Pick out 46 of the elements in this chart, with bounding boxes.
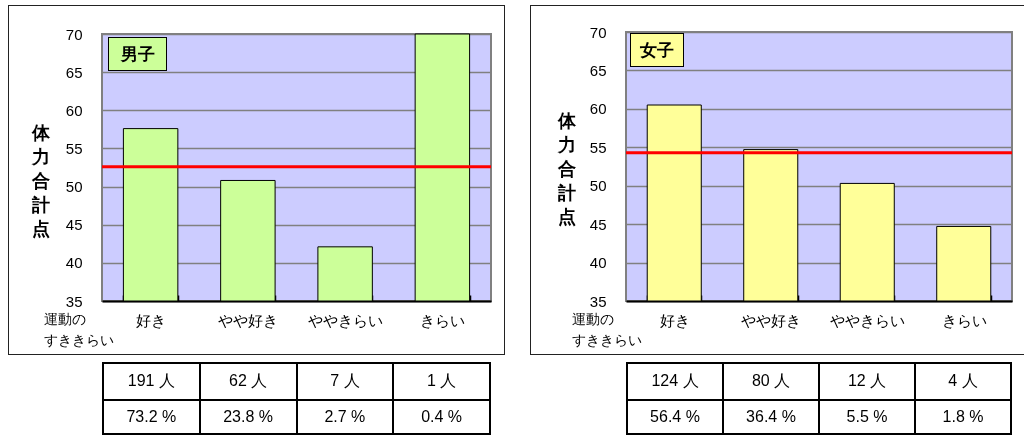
y-axis-title: 体力合計点 xyxy=(31,121,51,241)
y-tick-label: 45 xyxy=(589,215,607,233)
x-tick-label: きらい xyxy=(420,311,466,329)
x-tick-label: きらい xyxy=(941,311,987,329)
text: 23.8 % xyxy=(200,401,296,433)
text: 0.4 % xyxy=(394,401,489,433)
x-tick-label: ややきらい xyxy=(830,311,906,329)
x-tick-label: 好き xyxy=(136,311,167,329)
y-tick-label: 45 xyxy=(65,216,83,234)
y-tick-label: 55 xyxy=(589,138,607,156)
y-tick-label: 50 xyxy=(65,178,83,196)
text: 女子 xyxy=(630,33,684,67)
y-tick-label: 60 xyxy=(65,101,83,119)
text: 80 人 xyxy=(724,364,818,399)
text: 12 人 xyxy=(820,364,914,399)
text: 62 人 xyxy=(200,364,296,399)
text: 124 人 xyxy=(628,364,722,399)
text: 4 人 xyxy=(916,364,1010,399)
text: 男子 xyxy=(108,37,167,71)
y-tick-label: 70 xyxy=(589,23,607,41)
text: 2.7 % xyxy=(297,401,393,433)
text: 56.4 % xyxy=(628,401,722,433)
text: 73.2 % xyxy=(104,401,199,433)
y-axis-title: 体力合計点 xyxy=(557,109,577,229)
x-axis-title: 運動のすききらい xyxy=(44,310,115,350)
text: 7 人 xyxy=(297,364,393,399)
x-tick-label: やや好き xyxy=(218,311,279,329)
text: 5.5 % xyxy=(820,401,914,433)
x-tick-label: ややきらい xyxy=(308,311,384,329)
x-tick-label: やや好き xyxy=(741,311,802,329)
x-tick-label: 好き xyxy=(659,311,690,329)
x-axis-title: 運動のすききらい xyxy=(572,310,643,350)
text: 1.8 % xyxy=(916,401,1010,433)
y-tick-label: 65 xyxy=(589,61,607,79)
y-tick-label: 60 xyxy=(589,100,607,118)
text: 36.4 % xyxy=(724,401,818,433)
y-tick-label: 35 xyxy=(589,292,607,310)
y-tick-label: 55 xyxy=(65,139,83,157)
y-tick-label: 65 xyxy=(65,63,83,81)
y-tick-label: 50 xyxy=(589,177,607,195)
y-tick-label: 40 xyxy=(589,254,607,272)
text: 1 人 xyxy=(394,364,489,399)
y-tick-label: 40 xyxy=(65,254,83,272)
text: 191 人 xyxy=(104,364,199,399)
y-tick-label: 70 xyxy=(65,25,83,43)
y-tick-label: 35 xyxy=(65,292,83,310)
